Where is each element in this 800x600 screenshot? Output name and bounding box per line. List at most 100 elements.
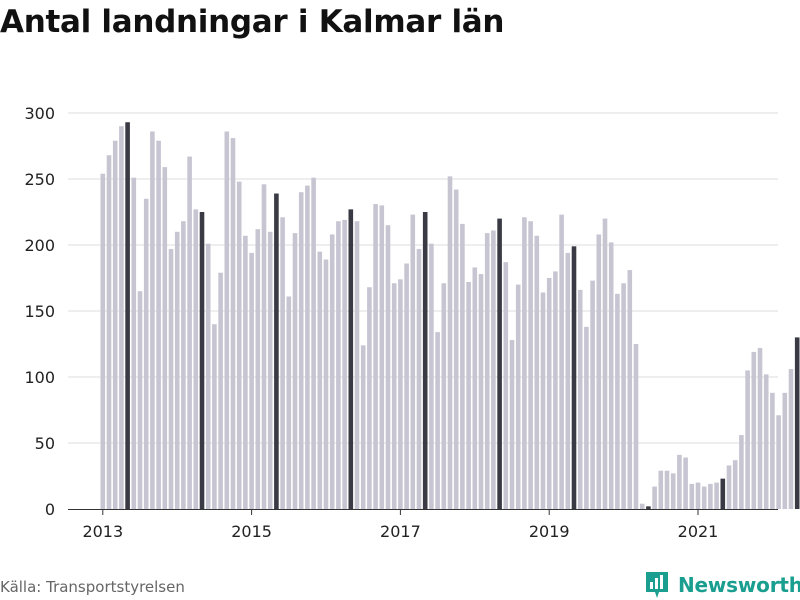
bar-2021-02 [701,486,707,509]
bar-2018-01 [472,267,478,509]
bar-2021-09 [745,370,750,509]
bar-2019-07 [584,326,589,509]
bar-2016-08 [367,287,372,509]
bar-2019-04 [565,252,571,510]
bar-2017-02 [404,263,409,509]
bar-2016-05 [348,209,354,510]
bar-2013-07 [137,291,143,509]
bar-2013-09 [150,131,155,510]
bar-series [100,122,800,510]
bar-2018-09 [522,217,527,509]
bar-2018-02 [478,274,484,509]
bar-2015-11 [311,177,316,509]
bar-2016-09 [373,204,378,509]
brand-logo: Newsworthy [644,570,800,600]
bar-2015-02 [255,229,261,509]
x-tick-label: 2013 [82,522,123,541]
x-tick-label: 2019 [529,522,570,541]
bar-2020-06 [652,486,657,509]
bar-2017-01 [398,279,403,509]
x-tick-label: 2017 [380,522,421,541]
bar-2015-06 [280,217,285,509]
bar-2017-09 [447,176,453,510]
bar-2021-12 [763,374,769,509]
y-tick-label: 50 [35,434,55,453]
y-axis-tick-labels: 0 50 100 150 200 250 300 [24,104,55,519]
bar-2014-11 [236,181,242,509]
bar-2013-04 [119,126,124,509]
bar-2020-10 [677,454,682,509]
bar-2016-10 [379,205,385,509]
bar-2019-05 [571,246,577,509]
bar-2015-03 [261,184,267,509]
bar-2019-10 [602,218,608,509]
bar-2020-01 [621,283,626,509]
bar-2019-06 [577,289,583,509]
bar-2017-03 [410,214,416,509]
bar-2022-03 [782,392,788,509]
bar-2019-02 [553,271,558,509]
bar-2022-01 [770,392,775,509]
bar-2021-07 [732,460,738,509]
bar-2015-08 [292,233,298,509]
bar-2018-06 [503,262,509,509]
bar-2014-10 [230,138,236,509]
bar-2017-12 [466,281,471,509]
newsworthy-logo-icon [646,572,668,598]
bar-2021-11 [757,347,763,509]
bar-2022-04 [788,369,794,509]
y-tick-label: 0 [45,500,55,519]
bar-2013-06 [131,177,137,509]
bar-2015-05 [274,193,279,509]
bar-2017-10 [453,189,459,509]
brand-name: Newsworthy [678,573,800,597]
y-tick-label: 250 [24,170,55,189]
bar-2019-03 [559,214,564,509]
y-tick-label: 300 [24,104,55,123]
bar-2016-02 [329,234,335,509]
bar-2016-07 [360,345,366,509]
bar-2020-07 [658,470,664,509]
bar-2014-04 [193,209,199,510]
bar-2018-11 [534,235,540,509]
bar-2018-12 [540,292,546,509]
bar-2015-04 [267,231,273,510]
bar-2021-04 [714,482,719,509]
bar-2020-03 [633,344,639,509]
bar-2018-05 [497,218,502,509]
bar-2017-07 [435,332,440,509]
bar-2020-12 [689,483,695,509]
bar-2013-05 [125,122,130,510]
bar-2013-03 [112,140,118,509]
bar-2020-11 [683,457,688,509]
bar-2021-08 [739,435,744,509]
bar-2018-04 [491,230,496,510]
y-tick-label: 100 [24,368,55,387]
bar-2014-01 [174,231,180,510]
bar-2020-09 [670,473,676,509]
bar-2017-06 [429,243,434,509]
bar-2017-05 [422,212,428,509]
x-tick-label: 2015 [231,522,272,541]
bar-2015-01 [249,252,254,510]
bar-2016-01 [323,259,329,509]
x-axis: 201320152017201920212023 [68,509,778,541]
bar-2014-12 [243,235,248,509]
bar-2015-07 [286,296,292,509]
bar-2021-06 [726,465,732,509]
x-tick-label: 2021 [678,522,719,541]
bar-2014-07 [212,324,217,509]
bar-2013-02 [106,155,112,510]
bar-2019-01 [546,278,552,509]
bar-2016-12 [391,283,397,509]
bar-2017-04 [416,248,422,509]
bar-2014-05 [199,212,205,509]
bar-2016-06 [354,221,360,510]
bar-2018-07 [509,340,515,509]
bar-2013-11 [162,167,168,509]
bar-2016-11 [385,225,391,509]
source-note: Källa: Transportstyrelsen [0,578,185,596]
bar-2019-11 [608,242,614,510]
bar-2013-01 [100,173,106,509]
